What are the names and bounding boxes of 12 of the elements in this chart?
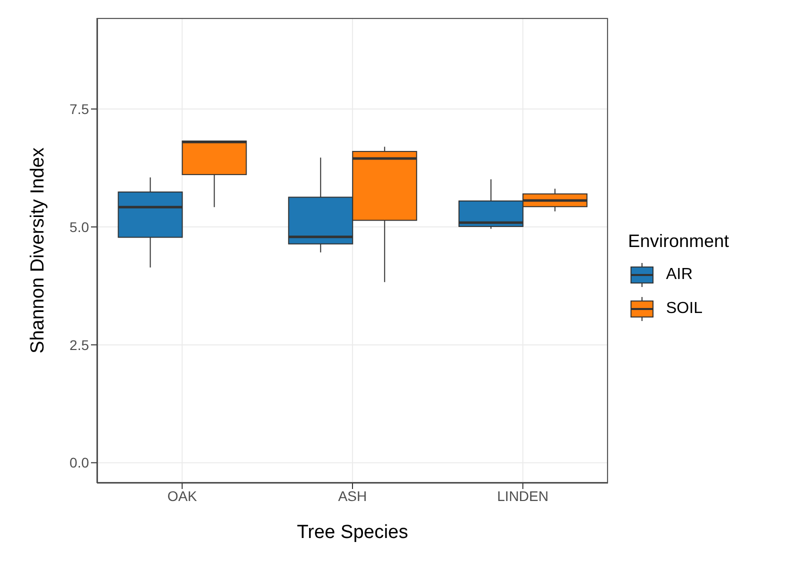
x-tick-label: ASH xyxy=(338,488,367,504)
x-tick-label: OAK xyxy=(167,488,198,504)
y-tick-label: 7.5 xyxy=(70,100,90,117)
y-tick-label: 0.0 xyxy=(70,454,90,471)
x-tick-label: LINDEN xyxy=(497,488,549,504)
y-tick-label: 5.0 xyxy=(70,218,90,235)
y-axis-title: Shannon Diversity Index xyxy=(28,147,49,354)
x-axis-title: Tree Species xyxy=(296,522,408,543)
legend-label: SOIL xyxy=(666,300,702,318)
legend-label: AIR xyxy=(666,266,693,284)
y-tick-label: 2.5 xyxy=(70,336,90,353)
legend-title: Environment xyxy=(628,230,730,252)
